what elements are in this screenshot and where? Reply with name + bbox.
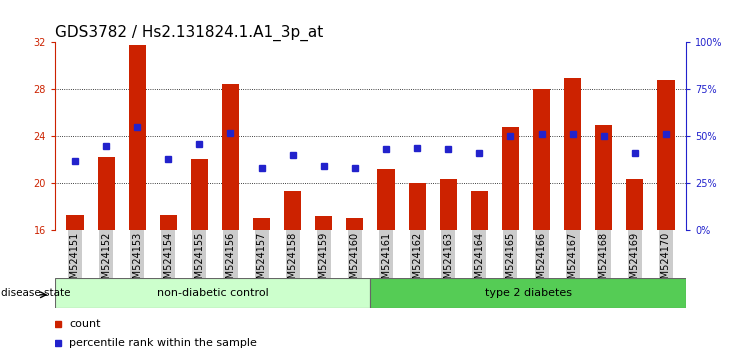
Bar <box>564 78 581 230</box>
Bar <box>160 215 177 230</box>
Bar <box>191 159 208 230</box>
Bar <box>98 158 115 230</box>
Bar <box>284 192 301 230</box>
Bar <box>253 218 270 230</box>
Bar <box>626 178 643 230</box>
Bar <box>66 215 83 230</box>
Text: disease state: disease state <box>1 288 71 298</box>
Bar <box>128 45 146 230</box>
Bar <box>222 84 239 230</box>
Bar <box>370 278 686 308</box>
Bar <box>658 80 675 230</box>
Bar <box>377 169 395 230</box>
Text: percentile rank within the sample: percentile rank within the sample <box>69 338 257 348</box>
Bar <box>502 127 519 230</box>
Bar <box>55 278 370 308</box>
Bar <box>471 192 488 230</box>
Text: non-diabetic control: non-diabetic control <box>157 288 269 298</box>
Text: type 2 diabetes: type 2 diabetes <box>485 288 572 298</box>
Bar <box>409 183 426 230</box>
Bar <box>533 89 550 230</box>
Bar <box>439 178 457 230</box>
Bar <box>315 216 332 230</box>
Bar <box>346 218 364 230</box>
Text: count: count <box>69 319 101 329</box>
Bar <box>595 125 612 230</box>
Text: GDS3782 / Hs2.131824.1.A1_3p_at: GDS3782 / Hs2.131824.1.A1_3p_at <box>55 25 323 41</box>
